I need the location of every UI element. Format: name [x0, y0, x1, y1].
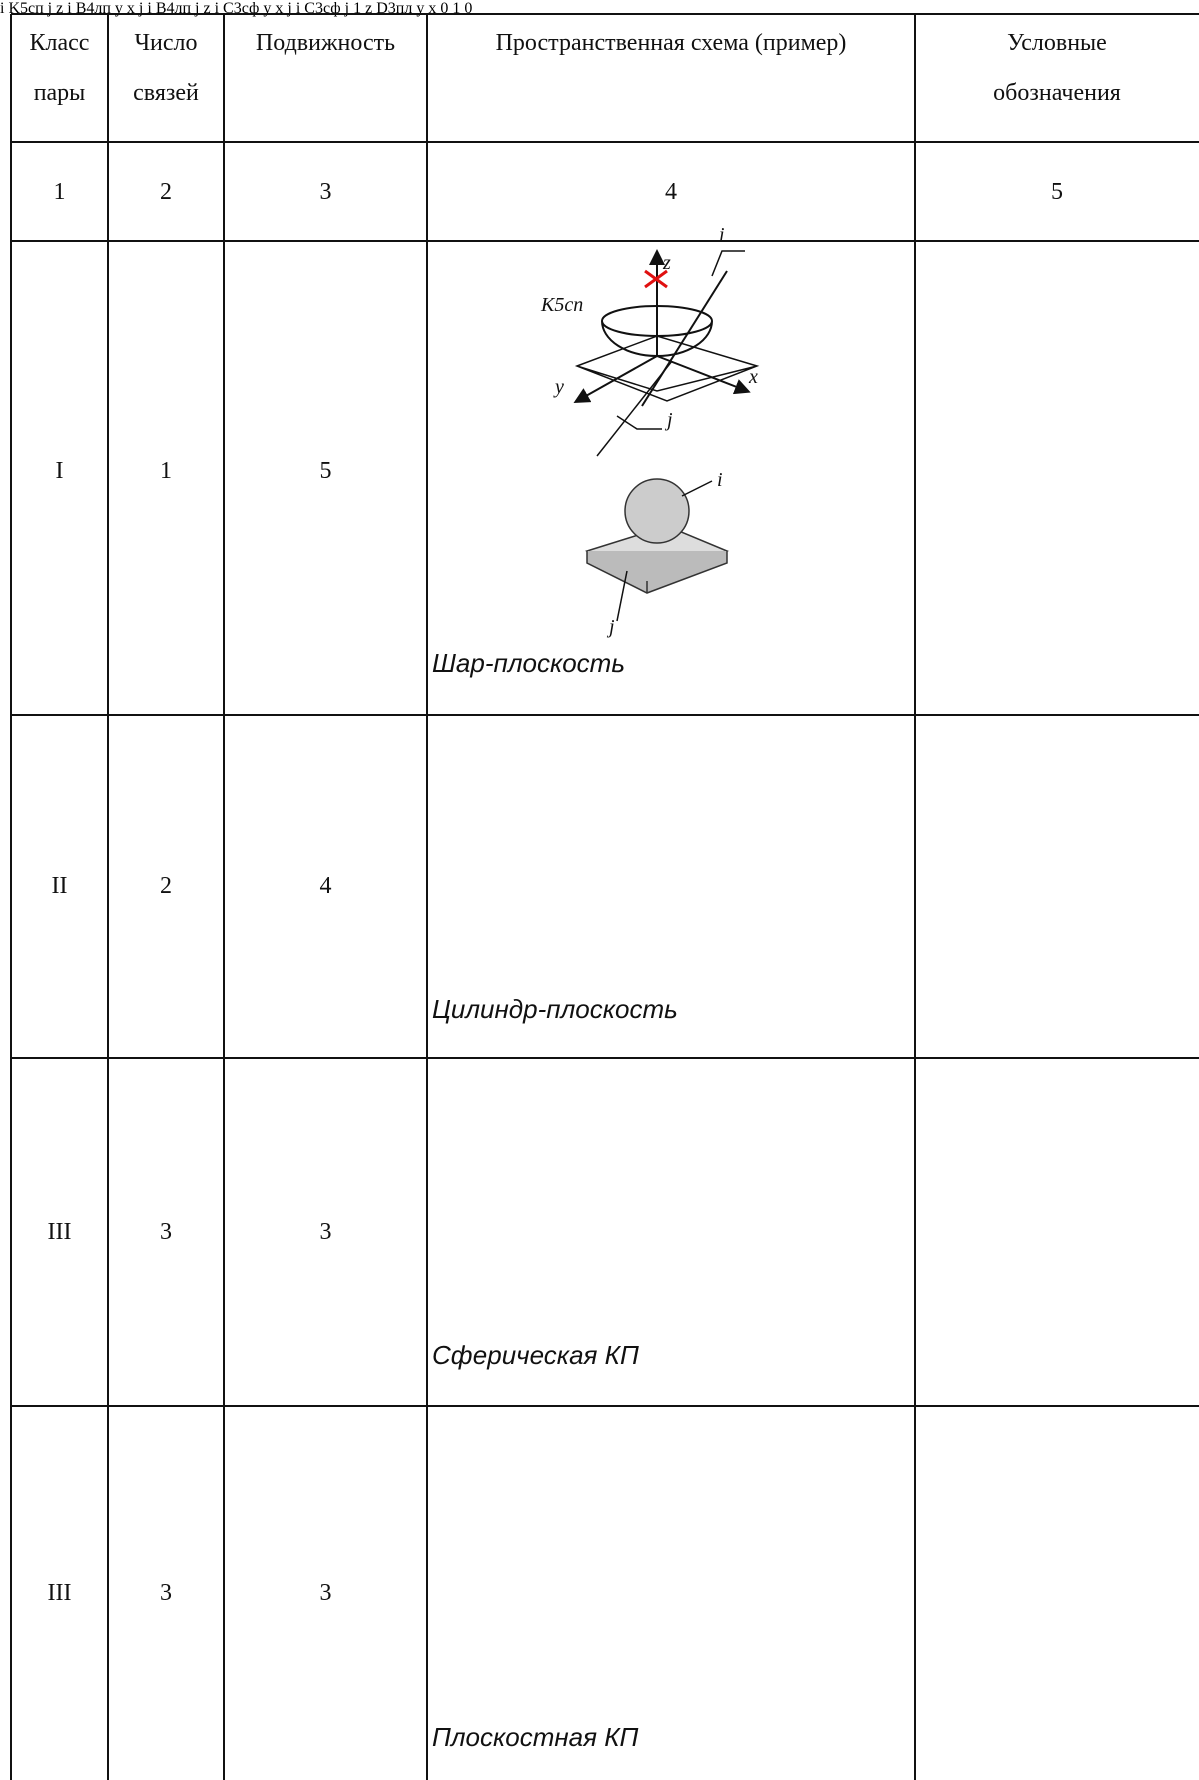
scheme-label: 1: [353, 0, 362, 17]
links-cell: 3: [160, 1580, 172, 1606]
number-cell: 5: [1051, 179, 1063, 205]
symbol-label: K5сп: [8, 0, 44, 17]
caption: Сферическая КП: [432, 1340, 639, 1370]
symbol-label: j: [195, 0, 200, 17]
scheme-label: y: [553, 376, 564, 398]
scheme-label: i: [719, 224, 725, 246]
scheme-label: j: [664, 409, 673, 431]
header-cell: Пространственная схема (пример): [495, 30, 847, 56]
scheme-label: D3пл: [376, 0, 413, 17]
scheme-ball-plane: z i K5сп y x j i j: [540, 224, 760, 638]
scheme-cylinder-plane: z i B4лп y x j: [56, 0, 147, 17]
scheme-label: j: [287, 0, 292, 17]
scheme-label: x: [428, 0, 437, 17]
symbol-label: 0: [464, 0, 473, 17]
scheme-label: i: [214, 0, 220, 17]
symbol-label: 1: [452, 0, 461, 17]
symbol-label: i: [0, 0, 5, 17]
photo-label: i: [717, 469, 723, 491]
scheme-label: z: [365, 0, 373, 17]
photo-label: j: [606, 616, 615, 638]
caption: Плоскостная КП: [432, 1722, 639, 1752]
scheme-label: 0: [440, 0, 449, 17]
symbol-ball-plane: i K5сп j: [0, 0, 56, 17]
number-cell: 4: [665, 179, 677, 205]
class-cell: I: [55, 458, 64, 484]
caption: Шар-плоскость: [432, 648, 626, 678]
scheme-spherical: z i C3сф y x j: [203, 0, 295, 17]
header-cell: Условные обозначения: [993, 30, 1121, 106]
scheme-label: x: [748, 366, 758, 388]
links-cell: 3: [160, 1219, 172, 1245]
links-cell: 1: [160, 458, 172, 484]
symbol-label: i: [147, 0, 152, 17]
scheme-planar: 1 z D3пл y x 0: [353, 0, 452, 17]
grid: [10, 13, 1199, 1780]
scheme-label: i: [67, 0, 72, 17]
symbol-label: j: [47, 0, 53, 17]
symbol-label: B4лп: [155, 0, 192, 17]
symbol-label: i: [295, 0, 301, 17]
scheme-label: B4лп: [75, 0, 111, 17]
symbol-label: j: [344, 0, 350, 17]
links-cell: 2: [160, 873, 172, 899]
symbol-cylinder-plane: i B4лп j: [147, 0, 203, 17]
scheme-label: z: [56, 0, 64, 17]
scheme-label: z: [203, 0, 211, 17]
number-cell: 3: [319, 179, 332, 205]
mobility-cell: 3: [319, 1219, 332, 1245]
scheme-label: y: [263, 0, 272, 17]
scheme-label: K5сп: [540, 294, 583, 316]
scheme-label: C3сф: [223, 0, 260, 17]
header-cell: Подвижность: [255, 30, 396, 56]
scheme-label: x: [126, 0, 135, 17]
scheme-label: x: [275, 0, 284, 17]
class-cell: III: [47, 1580, 72, 1606]
symbol-planar: 1 0: [452, 0, 472, 17]
class-cell: III: [47, 1219, 72, 1245]
mobility-cell: 5: [319, 458, 332, 484]
symbol-label: C3сф: [304, 0, 341, 17]
symbol-spherical: i C3сф j: [296, 0, 353, 17]
mobility-cell: 3: [319, 1580, 332, 1606]
scheme-label: j: [138, 0, 144, 17]
scheme-label: y: [416, 0, 425, 17]
header-cell: Класс пары: [29, 30, 90, 106]
header-cell: Число связей: [133, 30, 199, 106]
caption: Цилиндр-плоскость: [432, 994, 678, 1024]
scheme-label: z: [662, 252, 671, 274]
number-cell: 2: [160, 179, 172, 205]
scheme-label: y: [114, 0, 123, 17]
mobility-cell: 4: [319, 873, 332, 899]
number-cell: 1: [53, 179, 66, 205]
class-cell: II: [51, 873, 68, 899]
